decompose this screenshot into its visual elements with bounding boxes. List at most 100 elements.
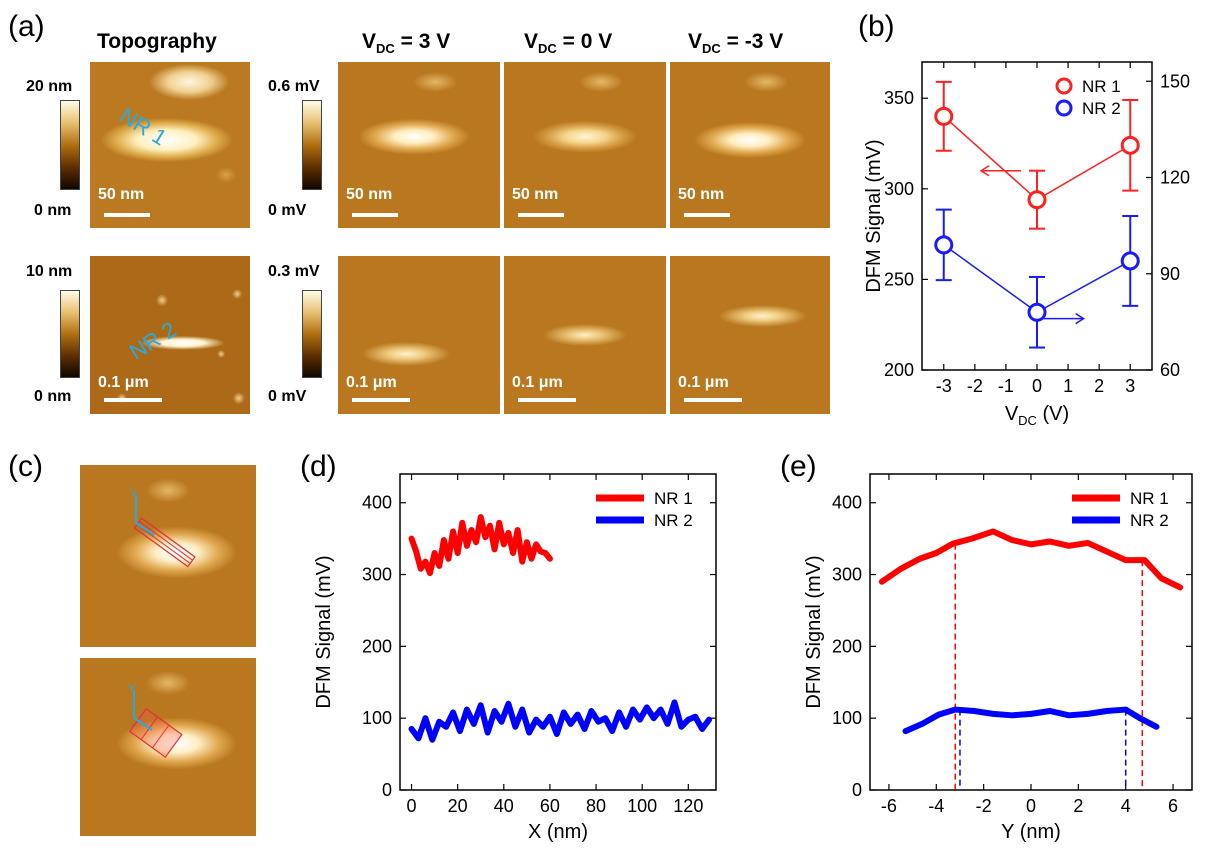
x-tick-label: 120 [673, 796, 703, 816]
line-profile-overlay: Y [130, 488, 196, 568]
dfm-image-nr1-vdc-0v: 50 nm [504, 62, 666, 228]
x-tick-label: 0 [1032, 376, 1042, 396]
y2-tick-label: 60 [1160, 360, 1180, 380]
dfm-image-nr1-line-profile: Y [80, 465, 256, 647]
scale-label: 0.1 μm [678, 374, 729, 391]
dfm-colorbar-row2 [302, 290, 322, 378]
x-tick-label: -4 [928, 796, 944, 816]
y-axis-label: DFM Signal (mV) [313, 555, 335, 708]
area-profile-overlay: Y [128, 683, 183, 759]
dfm-colorbar-row1 [302, 100, 322, 190]
legend-label: NR 1 [1082, 77, 1121, 96]
header-vdc-3v: VDC = 3 V [362, 30, 451, 57]
y2-tick-label: 90 [1160, 264, 1180, 284]
scale-bar [518, 398, 576, 402]
y-axis-label: DFM Signal (mV) [803, 555, 825, 708]
header-topography: Topography [97, 30, 217, 53]
topo-colorbar-row2 [60, 290, 80, 378]
x-tick-label: 60 [540, 796, 560, 816]
header-vdc-minus3v: VDC = -3 V [688, 30, 784, 57]
y-tick-label: 200 [362, 636, 392, 656]
topo-colorbar-min-row2: 0 nm [34, 388, 72, 405]
svg-text:Y: Y [128, 683, 136, 695]
dfm-image-nr2-vdc-minus3v: 0.1 μm [670, 256, 830, 414]
y-tick-label: 200 [832, 636, 862, 656]
dfm-colorbar-max-row1: 0.6 mV [268, 78, 320, 95]
x-tick-label: 2 [1073, 796, 1083, 816]
y-tick-label: 200 [884, 360, 914, 380]
scale-bar [352, 398, 410, 402]
data-point [1120, 251, 1140, 271]
y-tick-label: 100 [362, 708, 392, 728]
y-axis-label: DFM Signal (mV) [863, 139, 885, 292]
plot-frame [399, 473, 717, 791]
x-tick-label: 6 [1168, 796, 1178, 816]
x-tick-label: 1 [1063, 376, 1073, 396]
topo-colorbar-min-row1: 0 nm [34, 202, 72, 219]
scale-bar [684, 398, 742, 402]
legend-marker [1055, 77, 1073, 95]
dfm-image-nr1-vdc-3v: 50 nm [338, 62, 500, 228]
legend-label: NR 2 [654, 511, 693, 530]
legend-label: NR 1 [1130, 489, 1169, 508]
x-tick-label: 2 [1094, 376, 1104, 396]
y-tick-label: 300 [832, 565, 862, 585]
x-tick-label: 80 [586, 796, 606, 816]
topo-colorbar-max-row2: 10 nm [26, 263, 73, 280]
x-tick-label: -2 [976, 796, 992, 816]
x-tick-label: -2 [967, 376, 983, 396]
scale-label: 50 nm [678, 186, 725, 203]
scale-label: 0.1 μm [512, 374, 563, 391]
scale-bar [104, 213, 150, 217]
nr1-label: NR 1 [115, 102, 172, 151]
y-tick-label: 0 [382, 780, 392, 800]
legend-label: NR 2 [1130, 511, 1169, 530]
topography-image-nr2: NR 2 0.1 μm [90, 256, 250, 414]
x-axis-label: VDC (V) [1005, 403, 1069, 428]
scale-label: 50 nm [512, 186, 559, 203]
scale-label: 50 nm [98, 186, 145, 203]
legend-marker [1055, 99, 1073, 117]
y-tick-label: 400 [832, 493, 862, 513]
left-axis-arrowhead [979, 165, 990, 177]
panel-c-letter: (c) [8, 450, 43, 483]
dfm-image-nr2-vdc-0v: 0.1 μm [504, 256, 666, 414]
data-point [1027, 302, 1047, 322]
panel-a-letter: (a) [8, 10, 45, 43]
dfm-image-nr1-area-profile: Y [80, 658, 256, 836]
scale-bar [104, 398, 162, 402]
y2-tick-label: 150 [1160, 71, 1190, 91]
y2-tick-label: 120 [1160, 168, 1190, 188]
scale-bar [352, 213, 398, 217]
x-tick-label: 0 [407, 796, 417, 816]
data-point [1120, 135, 1140, 155]
legend-label: NR 1 [654, 489, 693, 508]
series-line [408, 514, 553, 577]
y-tick-label: 350 [884, 88, 914, 108]
header-vdc-0v: VDC = 0 V [524, 30, 613, 57]
scale-label: 0.1 μm [98, 374, 149, 391]
x-tick-label: -6 [881, 796, 897, 816]
dfm-image-nr1-vdc-minus3v: 50 nm [670, 62, 830, 228]
series-line [408, 699, 713, 743]
nr2-label: NR 2 [124, 316, 181, 365]
data-point [1027, 190, 1047, 210]
panel-b-letter: (b) [858, 10, 895, 43]
chart-dfm-vs-y: -6 -4 -2 0 2 4 6 0 100 200 300 400 Y (nm) DFM Signal … [803, 473, 1193, 843]
y-tick-label: 250 [884, 269, 914, 289]
x-tick-label: 40 [494, 796, 514, 816]
topo-colorbar-max-row1: 20 nm [26, 78, 73, 95]
x-tick-label: -3 [936, 376, 952, 396]
series-line [902, 706, 1160, 735]
data-point [934, 106, 954, 126]
x-tick-label: 100 [627, 796, 657, 816]
right-axis-arrowhead [1075, 313, 1086, 325]
chart-dfm-vs-vdc: -3 -2 -1 0 1 2 3 200 250 300 350 60 90 120 150 VDC (V) D… [863, 61, 1190, 428]
topo-colorbar-row1 [60, 100, 80, 190]
y-tick-label: 300 [362, 565, 392, 585]
panel-d-letter: (d) [300, 450, 337, 483]
x-tick-label: 20 [448, 796, 468, 816]
dfm-colorbar-min-row1: 0 mV [268, 202, 307, 219]
scale-label: 50 nm [346, 186, 393, 203]
dfm-image-nr2-vdc-3v: 0.1 μm [338, 256, 500, 414]
